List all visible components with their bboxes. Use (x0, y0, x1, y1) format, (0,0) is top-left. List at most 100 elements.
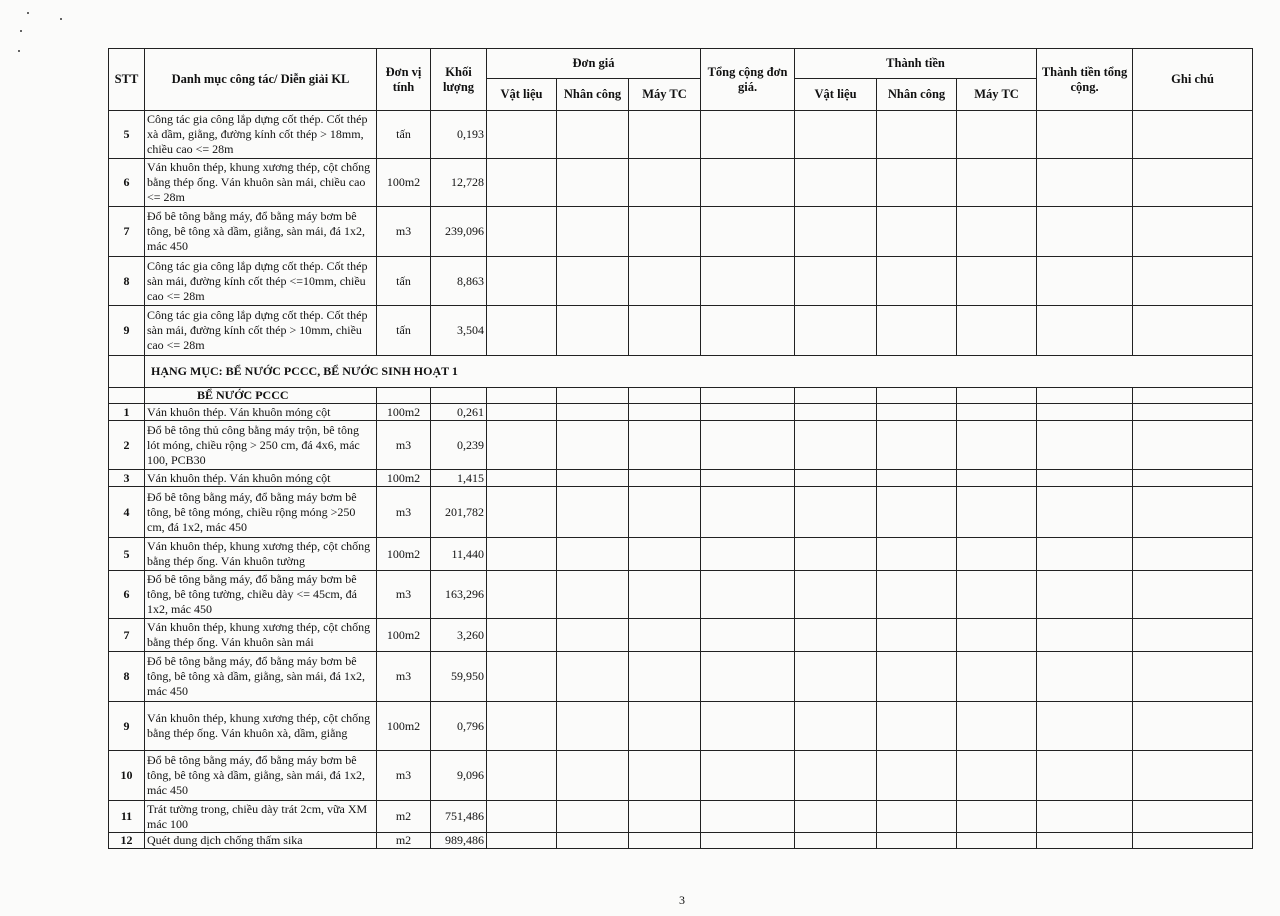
empty-cell (956, 305, 1038, 356)
table-row: 7 Đổ bê tông bằng máy, đổ bằng máy bơm bê… (108, 206, 1254, 257)
empty-cell (956, 387, 1038, 404)
quantity-cell: 239,096 (430, 206, 487, 257)
empty-cell (556, 832, 629, 849)
header-stt: STT (108, 48, 145, 111)
description-cell: BỂ NƯỚC PCCC (144, 387, 377, 404)
empty-cell (627, 305, 702, 356)
empty-cell (556, 800, 629, 833)
empty-cell (700, 206, 796, 257)
empty-cell (486, 800, 557, 833)
stt-cell: 3 (108, 469, 145, 487)
empty-cell (1036, 158, 1134, 207)
empty-cell (794, 750, 878, 801)
empty-cell (1132, 486, 1254, 538)
empty-cell (956, 800, 1038, 833)
empty-cell (627, 420, 702, 470)
quantity-cell: 8,863 (430, 256, 487, 306)
empty-cell (794, 701, 878, 751)
section-row: HẠNG MỤC: BỂ NƯỚC PCCC, BỂ NƯỚC SINH HOẠ… (108, 355, 1254, 388)
empty-cell (700, 618, 796, 652)
empty-cell (876, 750, 958, 801)
empty-cell (1036, 469, 1134, 487)
empty-cell (700, 800, 796, 833)
stt-cell: 5 (108, 110, 145, 159)
empty-cell (794, 651, 878, 702)
empty-cell (700, 387, 796, 404)
header-amount-machine: Máy TC (956, 78, 1038, 111)
empty-cell (876, 206, 958, 257)
quantity-cell: 163,296 (430, 570, 487, 619)
empty-cell (956, 570, 1038, 619)
empty-cell (556, 618, 629, 652)
empty-cell (794, 110, 878, 159)
description-cell: Đổ bê tông bằng máy, đổ bằng máy bơm bê … (144, 651, 377, 702)
empty-cell (486, 570, 557, 619)
empty-cell (1036, 651, 1134, 702)
empty-cell (956, 832, 1038, 849)
empty-cell (1036, 750, 1134, 801)
unit-cell: tấn (376, 110, 431, 159)
empty-cell (1036, 701, 1134, 751)
empty-cell (794, 570, 878, 619)
empty-cell (556, 701, 629, 751)
empty-cell (486, 305, 557, 356)
empty-cell (956, 651, 1038, 702)
empty-cell (1132, 570, 1254, 619)
empty-cell (700, 158, 796, 207)
header-unit-price-labor: Nhân công (556, 78, 629, 111)
empty-cell (627, 206, 702, 257)
quantity-cell: 0,193 (430, 110, 487, 159)
empty-cell (627, 158, 702, 207)
empty-cell (556, 420, 629, 470)
empty-cell (700, 469, 796, 487)
empty-cell (627, 800, 702, 833)
empty-cell (627, 486, 702, 538)
empty-cell (1036, 420, 1134, 470)
stt-cell: 12 (108, 832, 145, 849)
table-row: 9 Ván khuôn thép, khung xương thép, cột c… (108, 701, 1254, 751)
empty-cell (486, 158, 557, 207)
empty-cell (627, 570, 702, 619)
empty-cell (794, 832, 878, 849)
table-row: 4 Đổ bê tông bằng máy, đổ bằng máy bơm bê… (108, 486, 1254, 538)
description-cell: Ván khuôn thép, khung xương thép, cột ch… (144, 537, 377, 571)
empty-cell (876, 618, 958, 652)
empty-cell (794, 305, 878, 356)
empty-cell (1132, 110, 1254, 159)
empty-cell (627, 403, 702, 421)
empty-cell (1132, 618, 1254, 652)
unit-cell: 100m2 (376, 618, 431, 652)
empty-cell (627, 469, 702, 487)
empty-cell (556, 256, 629, 306)
empty-cell (1036, 305, 1134, 356)
scan-speck (18, 50, 20, 52)
description-cell: Công tác gia công lắp dựng cốt thép. Cốt… (144, 110, 377, 159)
table-row: 11 Trát tường trong, chiều dày trát 2cm, … (108, 800, 1254, 833)
empty-cell (556, 305, 629, 356)
unit-cell: 100m2 (376, 701, 431, 751)
empty-cell (700, 750, 796, 801)
stt-cell: 9 (108, 701, 145, 751)
empty-cell (876, 651, 958, 702)
empty-cell (486, 420, 557, 470)
unit-cell: 100m2 (376, 469, 431, 487)
header-amount-labor: Nhân công (876, 78, 958, 111)
empty-cell (876, 420, 958, 470)
description-cell: Ván khuôn thép, khung xương thép, cột ch… (144, 158, 377, 207)
table-row: 9 Công tác gia công lắp dựng cốt thép. Cố… (108, 305, 1254, 356)
empty-cell (627, 110, 702, 159)
empty-cell (556, 110, 629, 159)
empty-cell (700, 651, 796, 702)
scan-speck (27, 12, 29, 14)
empty-cell (556, 469, 629, 487)
empty-cell (556, 651, 629, 702)
empty-cell (486, 256, 557, 306)
description-cell: Đổ bê tông bằng máy, đổ bằng máy bơm bê … (144, 206, 377, 257)
quantity-cell: 989,486 (430, 832, 487, 849)
quantity-cell: 9,096 (430, 750, 487, 801)
empty-cell (486, 110, 557, 159)
empty-cell (1132, 800, 1254, 833)
unit-cell: m3 (376, 570, 431, 619)
empty-cell (794, 420, 878, 470)
empty-cell (700, 256, 796, 306)
